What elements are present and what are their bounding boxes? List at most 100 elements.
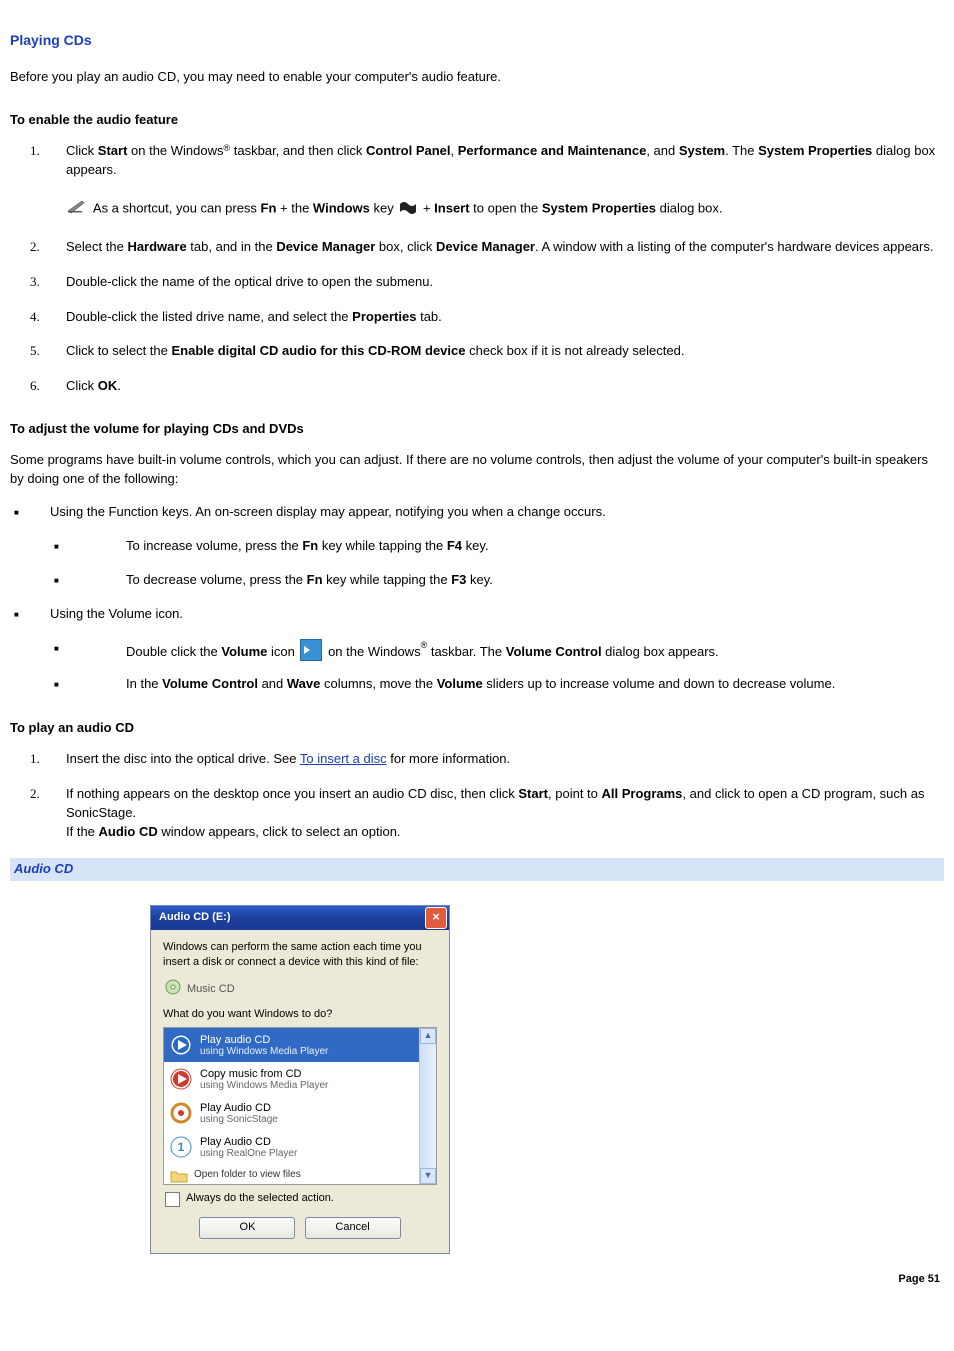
square-bullet-icon: ■ (10, 503, 50, 523)
option-title: Play Audio CD (200, 1136, 297, 1148)
scrollbar[interactable]: ▲ ▼ (419, 1028, 436, 1184)
option-subtitle: using Windows Media Player (200, 1046, 328, 1057)
step-body: If nothing appears on the desktop once y… (66, 785, 944, 842)
square-bullet-icon: ■ (10, 537, 126, 557)
ok-button[interactable]: OK (199, 1217, 295, 1239)
kw-fn: Fn (302, 538, 318, 553)
text: Insert the disc into the optical drive. … (66, 751, 300, 766)
option-title: Copy music from CD (200, 1068, 328, 1080)
checkbox-icon[interactable] (165, 1192, 180, 1207)
step-number: 1. (10, 750, 66, 769)
text: key. (462, 538, 489, 553)
text: tab, and in the (187, 239, 277, 254)
text: icon (267, 644, 298, 659)
svg-text:1: 1 (178, 1140, 185, 1154)
note-icon (66, 198, 88, 220)
kw-volume: Volume (437, 676, 483, 691)
text: In the (126, 676, 162, 691)
intro-paragraph: Before you play an audio CD, you may nee… (10, 68, 944, 87)
step-number: 3. (10, 273, 66, 292)
autoplay-option[interactable]: Play Audio CDusing SonicStage (164, 1096, 419, 1130)
text: sliders up to increase volume and down t… (483, 676, 836, 691)
text: As a shortcut, you can press (90, 200, 261, 215)
scroll-down-icon[interactable]: ▼ (420, 1168, 436, 1184)
kw-start: Start (98, 143, 128, 158)
text: columns, move the (320, 676, 436, 691)
text: on the Windows (324, 644, 420, 659)
text: . The (725, 143, 758, 158)
autoplay-option[interactable]: Copy music from CDusing Windows Media Pl… (164, 1062, 419, 1096)
open-folder-option[interactable]: Open folder to view files (164, 1164, 419, 1184)
step-body: Click OK. (66, 377, 944, 396)
dialog-title-text: Audio CD (E:) (159, 910, 230, 926)
text: key while tapping the (318, 538, 447, 553)
text: Click (66, 378, 98, 393)
step-body: Click to select the Enable digital CD au… (66, 342, 944, 361)
always-do-action-label: Always do the selected action. (186, 1191, 334, 1207)
kw-all-programs: All Programs (602, 786, 683, 801)
text: check box if it is not already selected. (465, 343, 684, 358)
text: , and (646, 143, 679, 158)
scroll-up-icon[interactable]: ▲ (420, 1028, 436, 1044)
volume-tray-icon (300, 639, 322, 661)
list-item: To decrease volume, press the Fn key whi… (126, 571, 944, 591)
text: on the Windows (127, 143, 223, 158)
volume-fn-sublist: ■ To increase volume, press the Fn key w… (10, 537, 944, 591)
always-do-action-row[interactable]: Always do the selected action. (165, 1191, 437, 1207)
list-item: Using the Volume icon. (50, 605, 944, 625)
folder-icon (170, 1169, 188, 1183)
step-body: Select the Hardware tab, and in the Devi… (66, 238, 944, 257)
autoplay-options-listbox[interactable]: Play audio CDusing Windows Media PlayerC… (163, 1027, 437, 1185)
square-bullet-icon: ■ (10, 675, 126, 695)
dialog-file-type-label: Music CD (187, 982, 235, 998)
autoplay-option[interactable]: 1 Play Audio CDusing RealOne Player (164, 1130, 419, 1164)
text: Double-click the listed drive name, and … (66, 309, 352, 324)
kw-wave: Wave (287, 676, 320, 691)
text: box, click (375, 239, 436, 254)
text: . (117, 378, 121, 393)
dialog-titlebar[interactable]: Audio CD (E:) × (151, 906, 449, 930)
cancel-button[interactable]: Cancel (305, 1217, 401, 1239)
audio-cd-dialog: Audio CD (E:) × Windows can perform the … (150, 905, 450, 1255)
option-subtitle: using SonicStage (200, 1114, 278, 1125)
volume-intro-paragraph: Some programs have built-in volume contr… (10, 451, 944, 489)
text: , point to (548, 786, 601, 801)
kw-start: Start (518, 786, 548, 801)
step-number: 1. (10, 142, 66, 222)
text: key. (466, 572, 493, 587)
kw-f4: F4 (447, 538, 462, 553)
list-item: Double click the Volume icon on the Wind… (126, 639, 944, 662)
text: To increase volume, press the (126, 538, 302, 553)
text: dialog box. (656, 200, 723, 215)
square-bullet-icon: ■ (10, 571, 126, 591)
list-item: To increase volume, press the Fn key whi… (126, 537, 944, 557)
kw-device-manager: Device Manager (436, 239, 535, 254)
list-item: Using the Function keys. An on-screen di… (50, 503, 944, 523)
square-bullet-icon: ■ (10, 605, 50, 625)
option-subtitle: using RealOne Player (200, 1148, 297, 1159)
page-title: Playing CDs (10, 30, 944, 50)
wmp-play-icon (170, 1034, 192, 1056)
volume-icon-sublist: ■ Double click the Volume icon on the Wi… (10, 639, 944, 696)
text: taskbar, and then click (230, 143, 366, 158)
kw-system: System (679, 143, 725, 158)
text: for more information. (387, 751, 511, 766)
volume-methods-list: ■ Using the Function keys. An on-screen … (10, 503, 944, 523)
figure-caption: Audio CD (10, 858, 944, 881)
step-number: 2. (10, 785, 66, 842)
text: window appears, click to select an optio… (158, 824, 401, 839)
kw-control-panel: Control Panel (366, 143, 451, 158)
text: Select the (66, 239, 127, 254)
close-icon[interactable]: × (425, 907, 447, 929)
kw-volume: Volume (221, 644, 267, 659)
text: Click (66, 143, 98, 158)
subheading-volume: To adjust the volume for playing CDs and… (10, 420, 944, 439)
kw-ok: OK (98, 378, 118, 393)
kw-fn: Fn (307, 572, 323, 587)
autoplay-option[interactable]: Play audio CDusing Windows Media Player (164, 1028, 419, 1062)
page-number: Page 51 (898, 1272, 940, 1288)
subheading-enable: To enable the audio feature (10, 111, 944, 130)
music-cd-icon (165, 979, 181, 1001)
option-title: Play audio CD (200, 1034, 328, 1046)
link-insert-a-disc[interactable]: To insert a disc (300, 751, 387, 766)
